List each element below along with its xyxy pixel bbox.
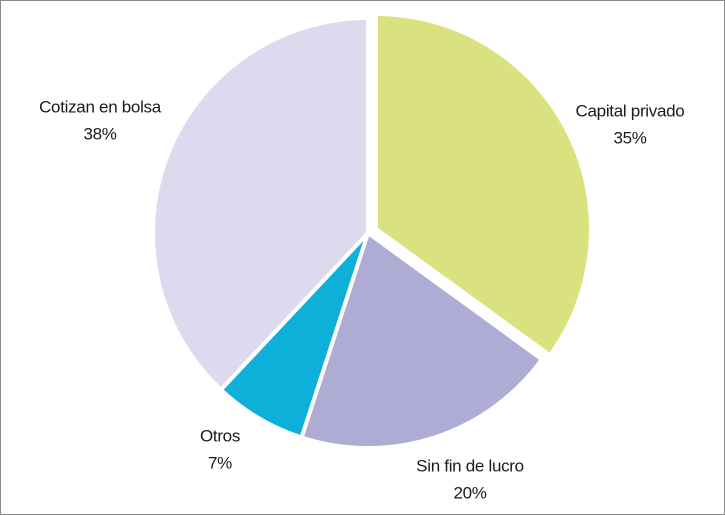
slice-value-label: 7% [208,453,232,472]
pie-slice [374,11,594,358]
slice-label: Sin fin de lucro [416,456,524,475]
slice-label: Capital privado [576,101,685,120]
pie-slice [151,16,370,392]
pie-slice [299,231,544,450]
slice-label: Cotizan en bolsa [39,97,162,116]
slice-value-label: 20% [453,483,486,502]
slice-value-label: 38% [83,124,116,143]
slice-value-label: 35% [613,128,646,147]
slice-label: Otros [200,426,240,445]
